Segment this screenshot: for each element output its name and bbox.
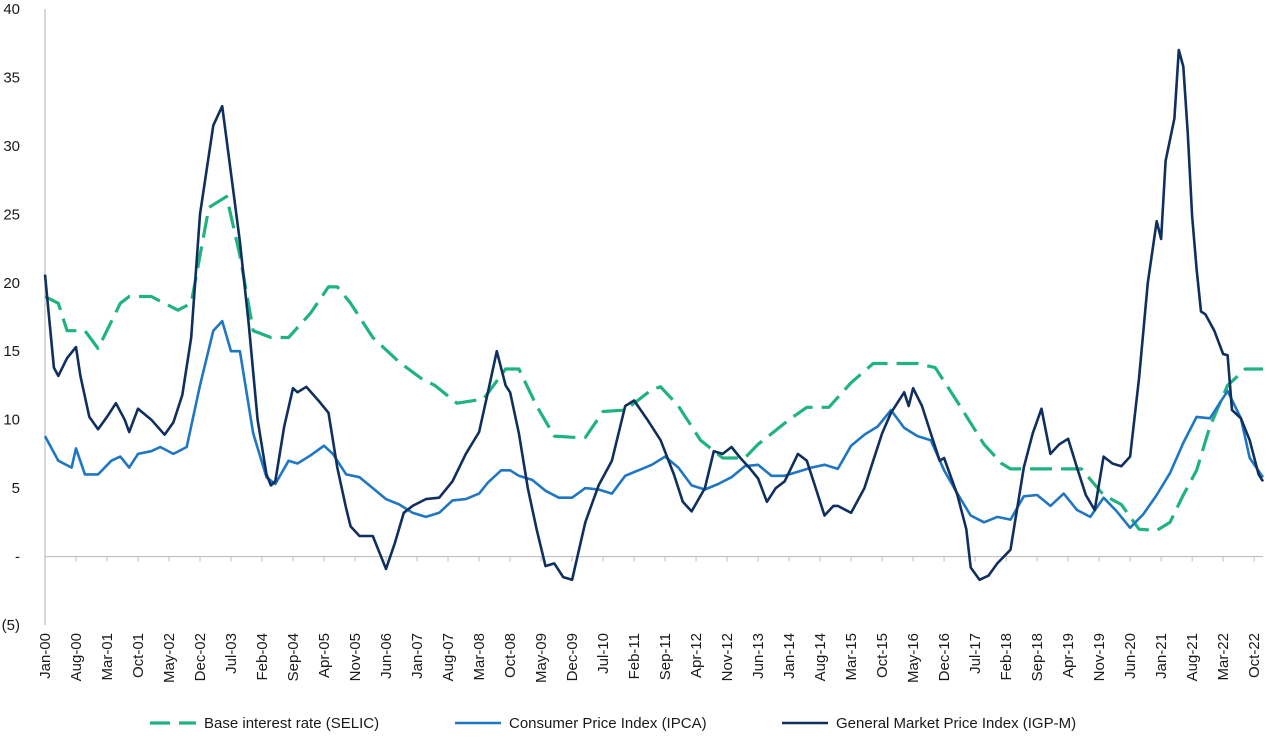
x-tick-label: Jul-10: [595, 633, 612, 674]
x-tick-label: Oct-08: [502, 633, 519, 678]
x-tick-label: Jan-07: [409, 633, 426, 679]
x-tick-label: Mar-22: [1215, 633, 1232, 681]
x-tick-label: Jul-03: [223, 633, 240, 674]
x-tick-label: Jul-17: [967, 633, 984, 674]
x-tick-label: Nov-19: [1091, 633, 1108, 681]
y-tick-label: 30: [3, 138, 20, 155]
y-tick-label: 35: [3, 69, 20, 86]
x-tick-label: Jun-06: [378, 633, 395, 679]
x-tick-label: Oct-01: [130, 633, 147, 678]
x-tick-label: Jan-14: [781, 633, 798, 679]
x-tick-label: May-02: [161, 633, 178, 683]
x-tick-label: Feb-11: [626, 633, 643, 679]
legend-label-1: Consumer Price Index (IPCA): [509, 715, 707, 732]
x-axis: Jan-00 Aug-00 Mar-01 Oct-01 May-02 Dec-02 Jul-…: [37, 556, 1263, 683]
x-tick-label: Sep-04: [285, 633, 302, 681]
y-tick-label: 20: [3, 275, 20, 292]
y-tick-label: 15: [3, 343, 20, 360]
series-layer: [43, 48, 1265, 582]
x-tick-label: Feb-18: [998, 633, 1015, 681]
x-tick-label: Mar-08: [471, 633, 488, 681]
x-tick-label: Sep-18: [1029, 633, 1046, 681]
x-tick-label: Oct-22: [1246, 633, 1263, 678]
legend-label-2: General Market Price Index (IGP-M): [836, 715, 1076, 732]
y-tick-label: 10: [3, 412, 20, 429]
y-tick-label: -: [15, 549, 20, 566]
x-tick-label: Apr-12: [688, 633, 705, 678]
x-tick-label: Jan-21: [1153, 633, 1170, 679]
series-line-2: [43, 48, 1265, 582]
y-tick-label: 25: [3, 206, 20, 223]
x-tick-label: May-16: [905, 633, 922, 683]
series-line-1: [43, 319, 1265, 530]
series-line-0: [44, 194, 1263, 533]
y-tick-label: (5): [2, 617, 20, 634]
x-tick-label: Aug-00: [68, 633, 85, 681]
x-tick-label: Aug-21: [1184, 633, 1201, 681]
x-tick-label: Jan-00: [37, 633, 54, 679]
x-tick-label: Aug-07: [440, 633, 457, 681]
x-tick-label: Dec-16: [936, 633, 953, 681]
x-tick-label: Mar-01: [99, 633, 116, 681]
x-tick-label: Jun-13: [750, 633, 767, 679]
x-tick-label: Aug-14: [812, 633, 829, 681]
x-tick-label: Mar-15: [843, 633, 860, 681]
y-tick-label: 40: [3, 1, 20, 18]
legend: Base interest rate (SELIC) Consumer Price…: [150, 715, 1076, 732]
x-tick-label: May-09: [533, 633, 550, 683]
x-tick-label: Jun-20: [1122, 633, 1139, 679]
y-axis: (5) - 5 10 15 20 25 30 35 40: [2, 1, 20, 634]
x-tick-label: Apr-05: [316, 633, 333, 678]
x-tick-label: Dec-09: [564, 633, 581, 681]
x-tick-label: Nov-05: [347, 633, 364, 681]
x-tick-label: Nov-12: [719, 633, 736, 681]
x-tick-label: Dec-02: [192, 633, 209, 681]
x-tick-label: Oct-15: [874, 633, 891, 678]
x-tick-label: Apr-19: [1060, 633, 1077, 678]
legend-label-0: Base interest rate (SELIC): [204, 715, 379, 732]
x-tick-label: Feb-04: [254, 633, 271, 681]
y-tick-label: 5: [12, 480, 20, 497]
x-tick-label: Sep-11: [657, 633, 674, 680]
